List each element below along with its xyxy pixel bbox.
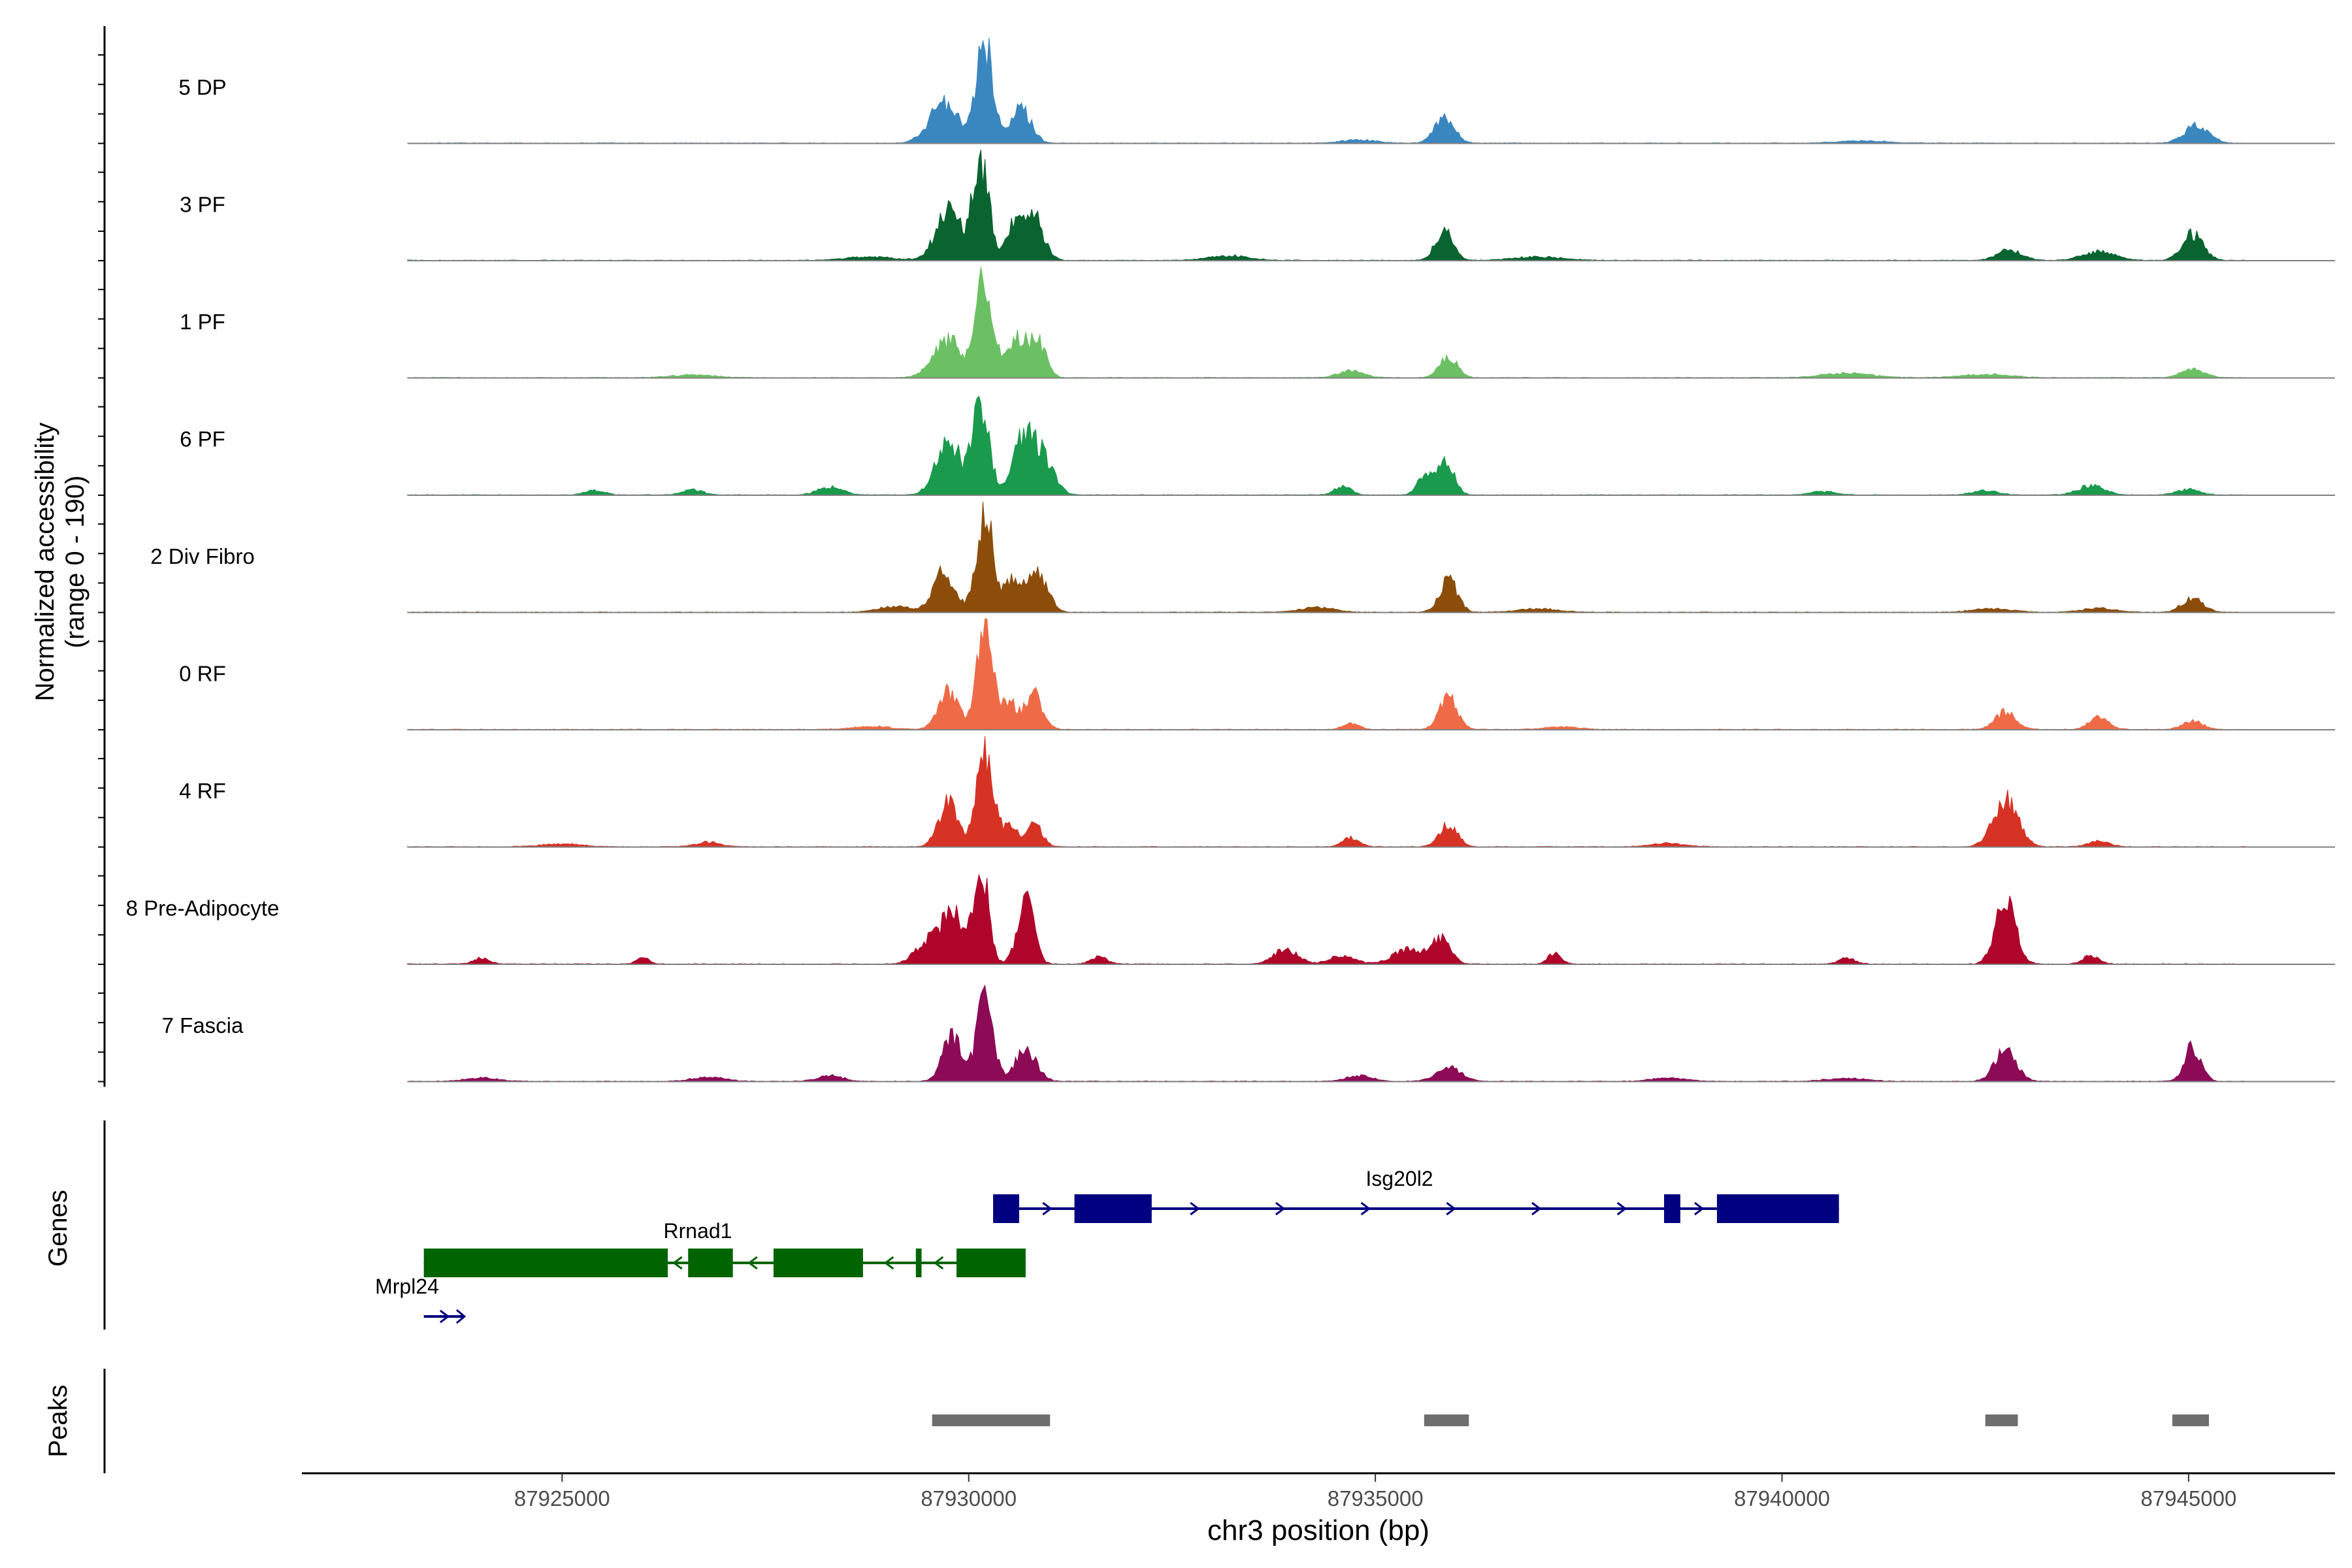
- genes-panel-label: Genes: [44, 1190, 73, 1267]
- coverage-tracks: 5 DP 3 PF 1 PF 6 PF 2 Div Fibro 0 RF 4 RF 8 Pre…: [126, 37, 2335, 1083]
- track-label: 8 Pre-Adipocyte: [126, 896, 280, 921]
- genes-panel: Isg20l2 Rrnad1 Mrpl24: [375, 1167, 1839, 1324]
- gene-exon: [1074, 1194, 1152, 1223]
- track-label: 2 Div Fibro: [150, 544, 255, 568]
- x-tick-label: 87925000: [514, 1486, 610, 1511]
- coverage-area: [407, 395, 2246, 496]
- gene-rrnad1: Rrnad1: [423, 1219, 1026, 1277]
- track-2-div-fibro: 2 Div Fibro: [150, 501, 2335, 613]
- x-tick-label: 87930000: [921, 1486, 1017, 1511]
- x-tick-label: 87945000: [2141, 1486, 2237, 1511]
- gene-strand-arrow: [672, 1256, 683, 1270]
- track-label: 7 Fascia: [162, 1013, 244, 1037]
- peak-bar: [1985, 1414, 2018, 1426]
- x-tick-label: 87940000: [1734, 1486, 1830, 1511]
- gene-strand-arrow: [747, 1256, 758, 1270]
- peaks-panel: [932, 1414, 2210, 1426]
- y-axis-title-line1: Normalized accessibility: [31, 423, 59, 702]
- track-axis: [98, 26, 106, 1087]
- gene-strand-arrow: [883, 1256, 894, 1270]
- coverage-area: [407, 501, 2246, 613]
- gene-strand-arrow: [1275, 1201, 1286, 1216]
- track-label: 4 RF: [179, 779, 226, 803]
- track-1-pf: 1 PF: [180, 267, 2335, 379]
- gene-exon: [993, 1194, 1019, 1223]
- gene-strand-arrow: [1446, 1201, 1456, 1216]
- peak-bar: [2172, 1414, 2210, 1426]
- track-5-dp: 5 DP: [178, 37, 2335, 144]
- gene-strand-arrow: [1694, 1201, 1705, 1216]
- y-axis-title-line2: (range 0 - 190): [61, 476, 90, 649]
- peaks-panel-label: Peaks: [44, 1384, 73, 1457]
- track-label: 0 RF: [179, 662, 226, 686]
- track-8-pre-adipocyte: 8 Pre-Adipocyte: [126, 874, 2335, 965]
- gene-exon: [915, 1249, 922, 1277]
- coverage-area: [407, 874, 2246, 965]
- gene-strand-arrow: [1042, 1201, 1053, 1216]
- peak-bar: [1424, 1414, 1469, 1426]
- track-label: 3 PF: [180, 193, 225, 217]
- gene-strand-arrow: [439, 1309, 450, 1324]
- x-tick-label: 87935000: [1328, 1486, 1424, 1511]
- coverage-area: [407, 37, 2246, 144]
- gene-label: Rrnad1: [664, 1219, 732, 1243]
- coverage-area: [407, 736, 2246, 848]
- gene-exon: [773, 1249, 863, 1277]
- gene-strand-arrow: [455, 1309, 466, 1324]
- track-label: 6 PF: [180, 427, 225, 451]
- track-label: 5 DP: [178, 75, 226, 99]
- x-axis-ticks: 87925000 87930000 87935000 87940000 87945000: [514, 1473, 2236, 1511]
- gene-exon: [1664, 1194, 1680, 1223]
- gene-strand-arrow: [1190, 1201, 1200, 1216]
- coverage-area: [407, 150, 2246, 261]
- gene-label: Mrpl24: [375, 1275, 439, 1298]
- track-0-rf: 0 RF: [179, 618, 2335, 730]
- track-4-rf: 4 RF: [179, 736, 2335, 848]
- gene-label: Isg20l2: [1365, 1167, 1433, 1190]
- gene-exon: [423, 1249, 668, 1277]
- track-label: 1 PF: [180, 310, 225, 334]
- gene-mrpl24: Mrpl24: [375, 1275, 466, 1324]
- gene-strand-arrow: [1616, 1201, 1627, 1216]
- gene-strand-arrow: [1360, 1201, 1371, 1216]
- gene-exon: [956, 1249, 1026, 1277]
- track-7-fascia: 7 Fascia: [162, 984, 2335, 1083]
- coverage-area: [407, 618, 2246, 730]
- gene-exon: [688, 1249, 733, 1277]
- coverage-area: [407, 267, 2246, 379]
- track-3-pf: 3 PF: [180, 150, 2335, 261]
- gene-strand-arrow: [933, 1256, 944, 1270]
- x-axis-title: chr3 position (bp): [1207, 1514, 1429, 1546]
- peak-bar: [932, 1414, 1051, 1426]
- gene-strand-arrow: [1531, 1201, 1542, 1216]
- y-axis-title: Normalized accessibility (range 0 - 190): [31, 423, 90, 702]
- gene-isg20l2: Isg20l2: [993, 1167, 1839, 1223]
- track-6-pf: 6 PF: [180, 395, 2335, 496]
- gene-exon: [1716, 1194, 1839, 1223]
- coverage-area: [407, 984, 2246, 1083]
